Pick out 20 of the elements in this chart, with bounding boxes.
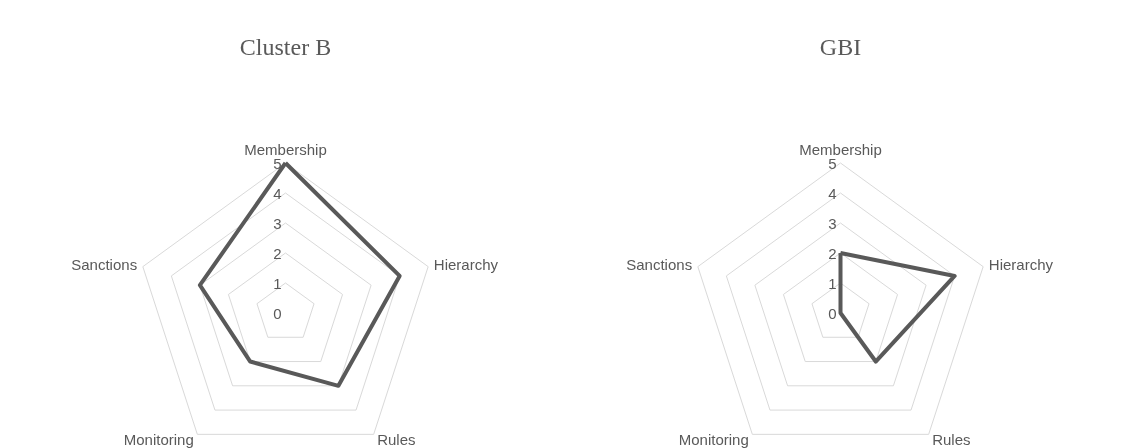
y-tick-label: 3: [828, 214, 837, 232]
spoke-label: Sanctions: [626, 256, 693, 274]
y-tick-label: 3: [273, 214, 282, 232]
spoke-label: Hierarchy: [433, 256, 499, 274]
y-tick-label: 4: [273, 184, 282, 202]
y-tick-label: 1: [273, 274, 282, 292]
y-tick-label: 4: [828, 184, 837, 202]
chart-title: GBI: [819, 34, 862, 60]
chart-title: Cluster B: [239, 34, 332, 60]
spoke-label: Rules: [932, 430, 971, 448]
y-tick-label: 2: [273, 244, 282, 262]
y-tick-label: 0: [273, 304, 282, 322]
y-tick-label: 1: [828, 274, 837, 292]
y-tick-label: 2: [828, 244, 837, 262]
y-tick-label: 0: [828, 304, 837, 322]
spoke-label: Sanctions: [71, 256, 138, 274]
spoke-label: Monitoring: [678, 430, 749, 448]
spoke-label: Monitoring: [123, 430, 194, 448]
spoke-label: Rules: [377, 430, 416, 448]
spoke-label: Hierarchy: [988, 256, 1054, 274]
